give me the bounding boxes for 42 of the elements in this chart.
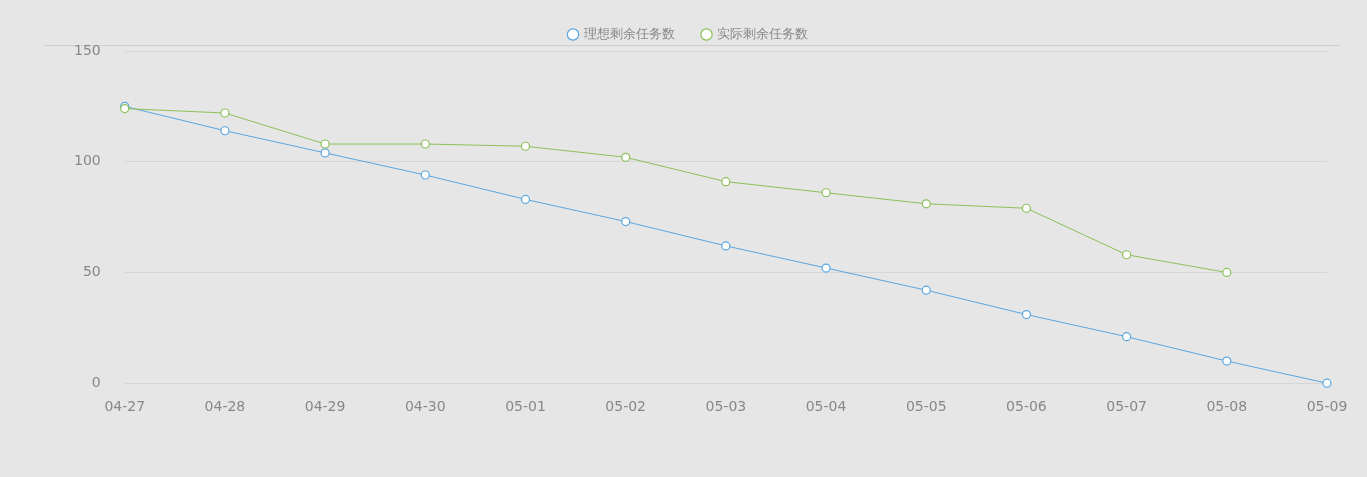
point: [420, 170, 430, 180]
point: [1122, 250, 1132, 260]
point: [320, 139, 330, 149]
point: [1021, 309, 1032, 320]
point: [520, 141, 531, 151]
x-tick-label: 05-09: [1306, 398, 1348, 415]
y-tick-label: 100: [73, 152, 101, 169]
x-tick-label: 04-27: [104, 398, 146, 415]
point: [621, 152, 631, 162]
x-tick-label: 05-07: [1106, 398, 1147, 415]
point: [1222, 356, 1232, 366]
point: [921, 199, 931, 209]
x-tick-label: 05-05: [905, 398, 947, 415]
point: [1021, 203, 1032, 213]
point: [1122, 332, 1132, 342]
point: [721, 177, 731, 187]
x-tick-label: 05-04: [805, 398, 847, 415]
x-tick-label: 04-30: [404, 398, 446, 415]
point: [220, 126, 230, 136]
point: [1222, 267, 1232, 278]
x-tick-label: 05-01: [505, 398, 546, 415]
x-tick-label: 05-02: [605, 398, 647, 415]
legend-label: 实际剩余任务数: [717, 25, 808, 41]
legend-label: 理想剩余任务数: [583, 25, 675, 41]
point: [220, 108, 230, 118]
y-tick-label: 50: [82, 263, 101, 280]
x-tick-label: 04-29: [304, 398, 346, 415]
x-tick-label: 05-08: [1206, 398, 1248, 415]
point: [1322, 378, 1332, 388]
point: [721, 241, 731, 251]
point: [520, 194, 531, 204]
point: [420, 139, 430, 149]
x-tick-label: 05-06: [1006, 398, 1047, 415]
point: [621, 216, 631, 227]
point: [921, 285, 931, 295]
x-tick-label: 05-03: [705, 398, 747, 415]
y-tick-label: 0: [91, 373, 101, 390]
y-tick-label: 150: [73, 41, 101, 58]
point: [821, 263, 831, 273]
x-tick-label: 04-28: [204, 398, 246, 415]
point: [821, 188, 831, 198]
point: [320, 148, 330, 158]
